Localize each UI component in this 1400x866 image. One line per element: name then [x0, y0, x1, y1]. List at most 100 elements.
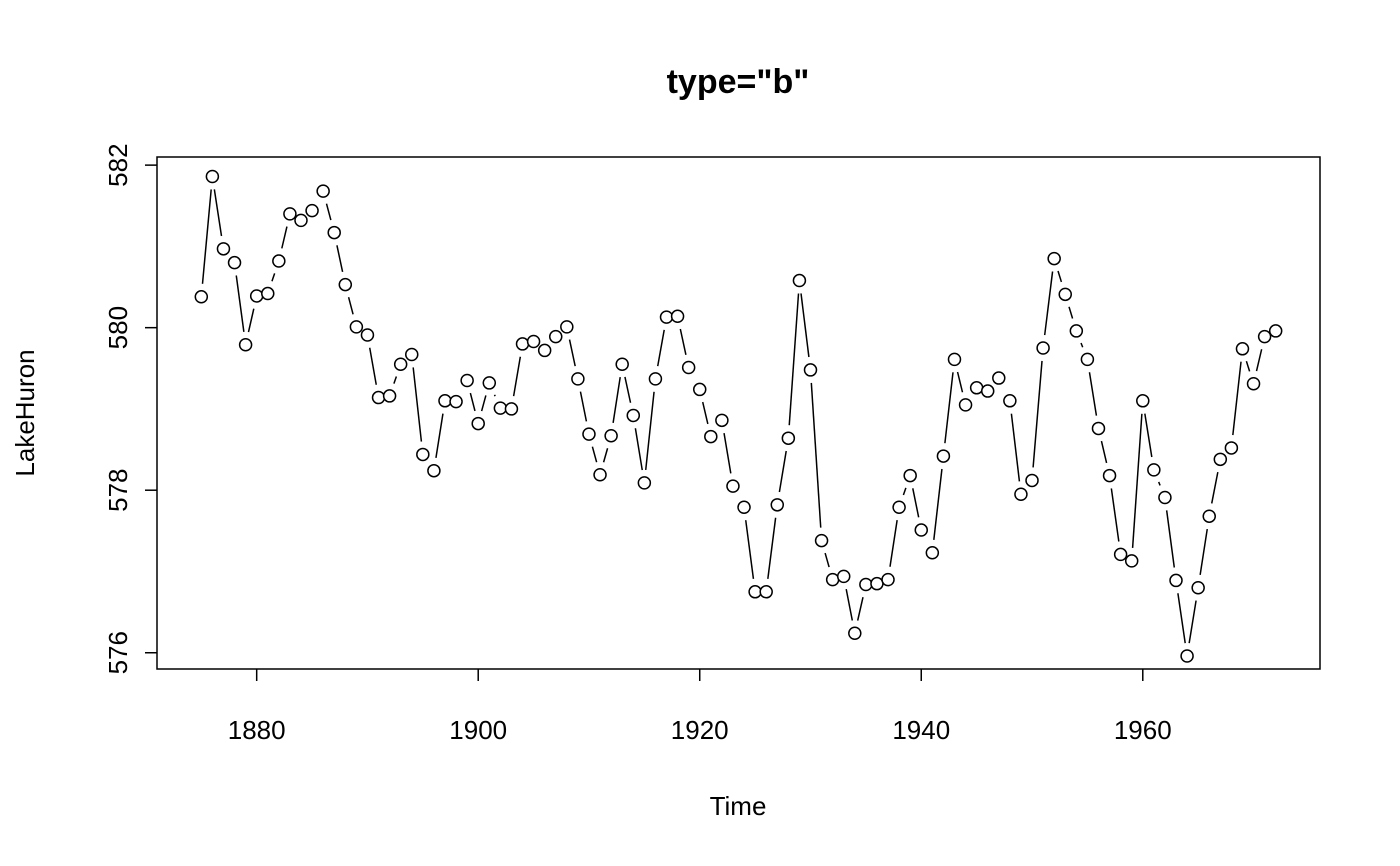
series-line-segment	[723, 433, 732, 474]
data-point	[881, 572, 895, 587]
data-point	[405, 347, 419, 362]
data-point	[781, 431, 796, 445]
series-line-segment	[956, 371, 964, 393]
data-point	[1268, 324, 1283, 338]
y-tick-label: 582	[103, 143, 133, 186]
data-point	[715, 413, 729, 428]
data-point	[294, 213, 308, 228]
data-point	[925, 546, 940, 560]
data-point	[1169, 573, 1183, 588]
data-point	[249, 289, 264, 303]
series-line-segment	[393, 376, 398, 384]
series-points	[194, 169, 1283, 663]
data-point	[870, 576, 884, 591]
series-line-segment	[1080, 342, 1084, 348]
series-line-segment	[512, 356, 522, 397]
data-point	[1025, 473, 1039, 488]
data-point	[825, 572, 840, 587]
data-point	[892, 500, 906, 515]
x-tick-label: 1920	[671, 715, 729, 745]
series-line-segment	[1010, 413, 1021, 482]
data-point	[1158, 490, 1172, 505]
data-point	[427, 463, 441, 478]
data-point	[371, 390, 386, 405]
series-line-segment	[579, 391, 588, 422]
data-point	[947, 352, 962, 367]
series-line-segment	[701, 401, 709, 425]
data-point	[205, 169, 220, 184]
data-point	[416, 447, 430, 462]
y-axis: 576 578 580 582	[103, 143, 157, 674]
data-point	[537, 343, 552, 358]
data-point	[848, 626, 862, 640]
data-point	[1014, 487, 1028, 502]
x-tick-label: 1960	[1114, 715, 1172, 745]
series-line-segment	[767, 517, 777, 579]
series-line-segment	[912, 488, 920, 518]
data-point	[438, 394, 452, 408]
data-point	[914, 523, 929, 537]
data-point	[626, 408, 641, 423]
data-point	[1003, 394, 1017, 408]
data-point	[283, 207, 297, 221]
data-point	[1047, 251, 1061, 266]
data-point	[460, 373, 474, 388]
series-line-segment	[336, 245, 344, 273]
series-line-segment	[944, 372, 954, 444]
data-point	[548, 329, 563, 344]
data-point	[493, 401, 508, 415]
data-point	[1124, 554, 1139, 568]
x-axis-label: Time	[710, 791, 767, 821]
data-point	[659, 310, 674, 324]
data-point	[1113, 547, 1128, 562]
series-line-segment	[656, 329, 665, 367]
series-lines	[201, 189, 1263, 644]
series-line-segment	[1188, 600, 1197, 644]
data-point	[1213, 452, 1228, 467]
data-point	[382, 389, 397, 403]
data-point	[615, 357, 629, 371]
data-point	[1058, 287, 1072, 302]
series-line-segment	[235, 275, 245, 332]
data-point	[1191, 580, 1205, 595]
series-line-segment	[568, 339, 576, 367]
data-point	[637, 476, 652, 490]
data-point	[803, 363, 818, 377]
data-point	[338, 277, 353, 292]
series-line-segment	[247, 308, 255, 333]
x-tick-label: 1900	[449, 715, 507, 745]
data-point	[726, 479, 740, 493]
series-line-segment	[778, 450, 787, 493]
series-line-segment	[412, 367, 423, 442]
series-line-segment	[368, 347, 377, 385]
data-point	[992, 371, 1006, 385]
series-line-segment	[325, 203, 332, 221]
series-line-segment	[201, 189, 212, 284]
series-line-segment	[856, 596, 864, 621]
data-point	[1102, 468, 1117, 483]
data-point	[482, 376, 497, 390]
y-tick-label: 578	[103, 469, 133, 512]
data-point	[836, 569, 851, 584]
series-line-segment	[1068, 306, 1074, 319]
series-line-segment	[845, 588, 854, 621]
x-tick-label: 1880	[228, 715, 286, 745]
series-line-segment	[1131, 413, 1143, 548]
data-point	[526, 334, 541, 349]
data-point	[194, 290, 209, 304]
data-point	[1069, 324, 1084, 338]
series-line-segment	[1043, 271, 1054, 336]
data-point	[737, 500, 751, 515]
data-point	[349, 320, 364, 334]
series-line-segment	[933, 468, 943, 540]
data-point	[980, 384, 995, 398]
series-line-segment	[612, 376, 621, 424]
series-line-segment	[493, 394, 496, 397]
data-point	[1091, 421, 1106, 436]
series-line-segment	[1255, 349, 1263, 372]
chart-title: type="b"	[667, 63, 810, 101]
series-line-segment	[644, 391, 655, 471]
data-point	[593, 468, 607, 482]
data-point	[903, 468, 917, 483]
plot-frame	[156, 156, 1321, 670]
